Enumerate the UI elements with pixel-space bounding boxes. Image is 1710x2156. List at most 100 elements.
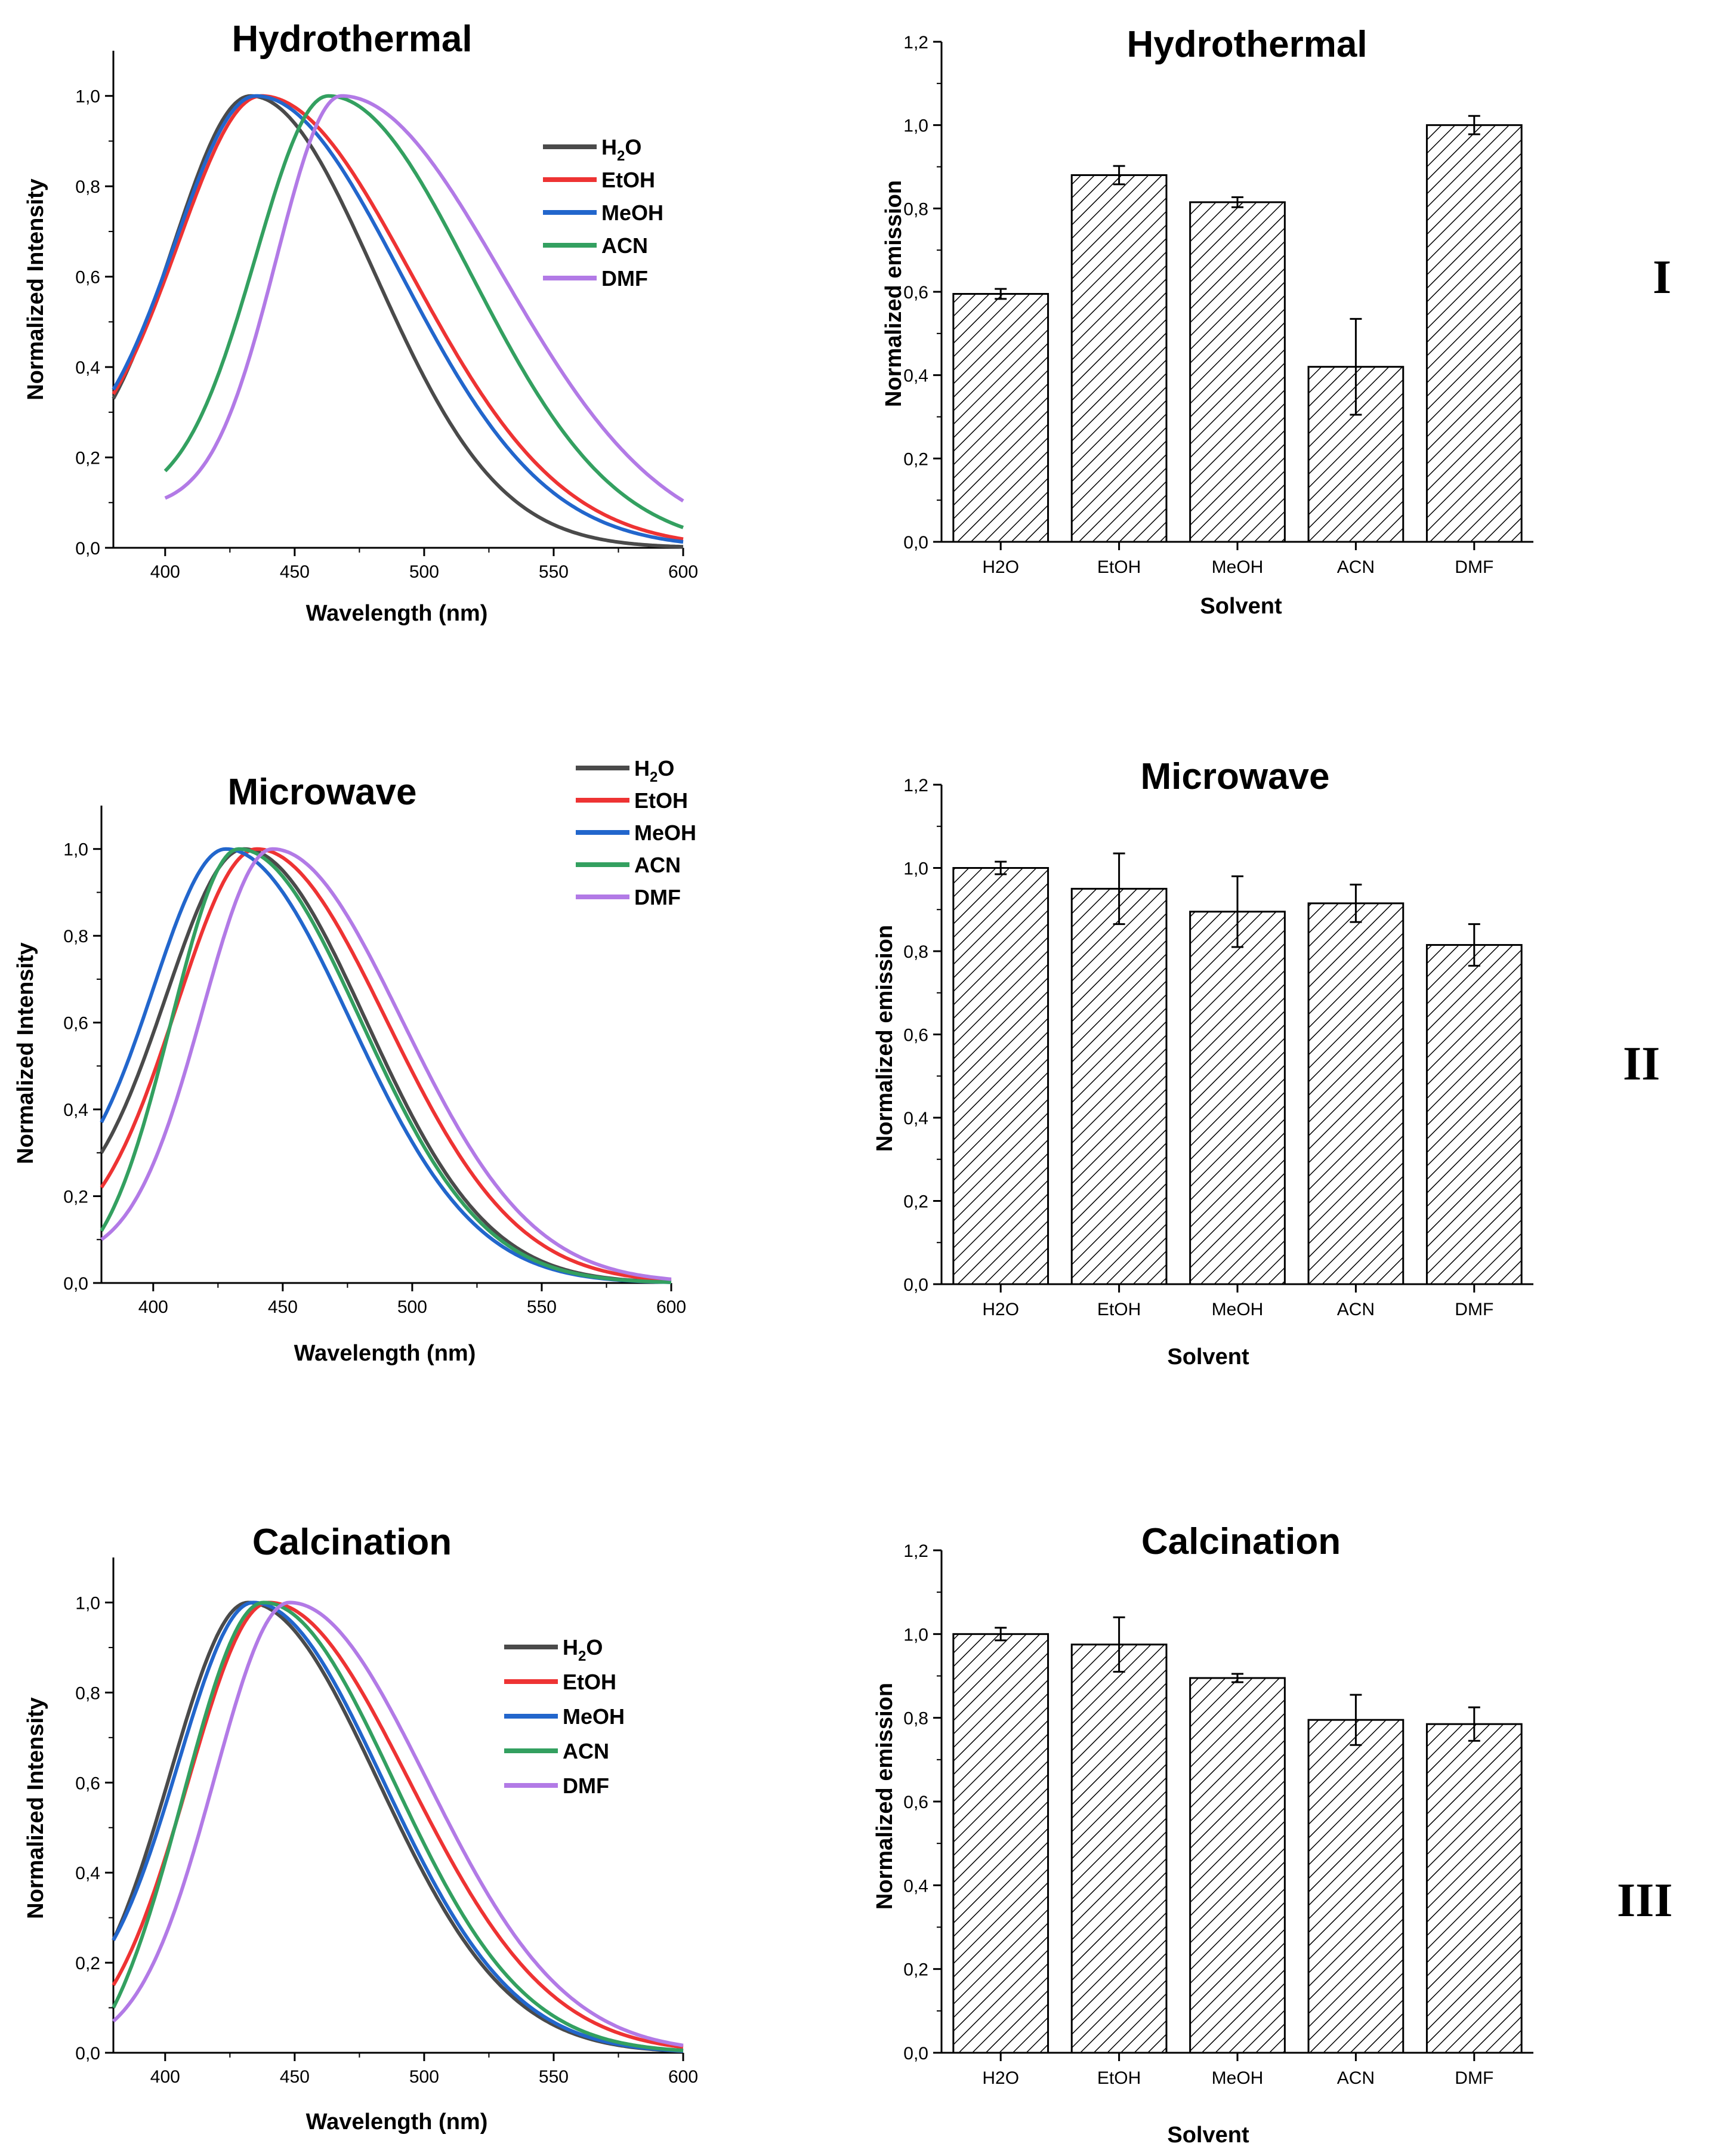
- row-label-ii: II: [1623, 1038, 1660, 1090]
- legend-label-meoh: MeOH: [563, 1704, 625, 1729]
- y-tick-label: 0,4: [63, 1100, 88, 1120]
- y-tick-label: 0,8: [903, 199, 928, 219]
- y-tick-label: 0,8: [903, 1709, 928, 1729]
- bar-etoh: [1070, 1643, 1168, 2054]
- y-tick-label: 0,8: [903, 942, 928, 962]
- row-label-i: I: [1653, 251, 1672, 304]
- y-tick-label: 0,0: [75, 539, 100, 559]
- x-tick-label: 600: [668, 562, 698, 582]
- x-tick-label: H2O: [982, 557, 1019, 577]
- legend-label-h2o: H2O: [634, 756, 674, 785]
- y-tick-label: 1,0: [903, 859, 928, 879]
- x-axis-label: Wavelength (nm): [294, 1341, 476, 1366]
- legend-label-etoh: EtOH: [563, 1670, 616, 1694]
- series-line-acn: [163, 94, 684, 529]
- y-tick-label: 0,0: [903, 533, 928, 553]
- x-tick-label: 600: [668, 2067, 698, 2087]
- series-line-acn: [100, 847, 672, 1284]
- series-line-dmf: [112, 1600, 684, 2047]
- x-tick-label: 550: [527, 1297, 557, 1317]
- x-tick-label: 500: [409, 562, 439, 582]
- legend-label-meoh: MeOH: [601, 201, 663, 225]
- bar-acn: [1307, 1719, 1405, 2054]
- chart-title: Calcination: [252, 1522, 452, 1563]
- x-tick-label: ACN: [1337, 2068, 1375, 2088]
- y-tick-label: 0,6: [63, 1014, 88, 1034]
- y-tick-label: 0,4: [903, 1109, 928, 1128]
- y-tick-label: 0,6: [75, 1773, 100, 1793]
- bar-dmf: [1425, 1723, 1523, 2054]
- y-axis-label: Normalized Intensity: [23, 178, 48, 400]
- series-line-meoh: [112, 1600, 684, 2053]
- chart-bar-micro: Microwave Normalized emission Solvent 0,…: [872, 756, 1533, 1370]
- y-tick-label: 0,2: [903, 1960, 928, 1980]
- x-axis-label: Solvent: [1167, 1344, 1249, 1370]
- series-line-h2o: [112, 94, 684, 549]
- legend-label-acn: ACN: [563, 1739, 609, 1763]
- x-tick-label: ACN: [1337, 557, 1375, 577]
- chart-title: Hydrothermal: [1126, 24, 1367, 65]
- x-tick-label: ACN: [1337, 1300, 1375, 1319]
- bar-h2o: [952, 292, 1050, 543]
- x-tick-label: 600: [656, 1297, 686, 1317]
- x-tick-label: EtOH: [1097, 1300, 1141, 1319]
- x-axis-label: Solvent: [1200, 594, 1282, 619]
- y-axis-label: Normalized Intensity: [23, 1697, 48, 1919]
- y-tick-label: 0,0: [903, 2044, 928, 2064]
- x-axis-label: Solvent: [1167, 2123, 1249, 2148]
- y-tick-label: 0,4: [75, 1864, 100, 1883]
- legend-label-meoh: MeOH: [634, 821, 696, 845]
- legend-label-dmf: DMF: [601, 266, 648, 291]
- x-tick-label: 400: [138, 1297, 168, 1317]
- x-tick-label: 400: [150, 2067, 180, 2087]
- x-tick-label: 450: [280, 562, 310, 582]
- x-tick-label: 500: [397, 1297, 427, 1317]
- y-tick-label: 0,2: [75, 449, 100, 468]
- bar-etoh: [1070, 174, 1168, 543]
- y-axis-label: Normalized emission: [872, 925, 897, 1152]
- bar-etoh: [1070, 887, 1168, 1285]
- y-tick-label: 0,4: [903, 1876, 928, 1896]
- x-tick-label: EtOH: [1097, 557, 1141, 577]
- y-tick-label: 1,0: [75, 87, 100, 107]
- y-tick-label: 0,8: [63, 927, 88, 946]
- chart-spec-calc: Calcination Normalized Intensity Wavelen…: [23, 1522, 698, 2135]
- chart-spec-micro: Microwave Normalized Intensity Wavelengt…: [13, 756, 696, 1366]
- legend-label-dmf: DMF: [634, 885, 681, 909]
- x-tick-label: H2O: [982, 2068, 1019, 2088]
- y-tick-label: 1,0: [63, 840, 88, 860]
- x-tick-label: MeOH: [1212, 1300, 1264, 1319]
- x-tick-label: 400: [150, 562, 180, 582]
- x-tick-label: MeOH: [1212, 2068, 1264, 2088]
- y-tick-label: 1,2: [903, 776, 928, 795]
- y-tick-label: 0,4: [75, 358, 100, 378]
- series-line-dmf: [100, 847, 672, 1281]
- chart-spec-hydro: Hydrothermal Normalized Intensity Wavele…: [23, 18, 698, 626]
- chart-title: Microwave: [1140, 756, 1329, 797]
- legend-label-etoh: EtOH: [601, 168, 655, 192]
- row-label-iii: III: [1617, 1874, 1673, 1927]
- y-tick-label: 0,0: [75, 2044, 100, 2064]
- y-tick-label: 1,0: [903, 116, 928, 136]
- series-line-meoh: [112, 94, 684, 544]
- chart-bar-hydro: Hydrothermal Normalized emission Solvent…: [881, 24, 1533, 619]
- x-tick-label: DMF: [1455, 1300, 1493, 1319]
- bar-meoh: [1189, 911, 1286, 1285]
- x-tick-label: MeOH: [1212, 557, 1264, 577]
- y-tick-label: 0,6: [903, 283, 928, 303]
- x-tick-label: H2O: [982, 1300, 1019, 1319]
- y-tick-label: 0,2: [63, 1188, 88, 1207]
- y-tick-label: 1,2: [903, 1541, 928, 1561]
- series-line-etoh: [112, 1600, 684, 2049]
- series-line-dmf: [164, 94, 684, 503]
- chart-title: Microwave: [227, 772, 416, 813]
- legend-label-acn: ACN: [634, 853, 681, 877]
- y-axis-label: Normalized emission: [881, 180, 906, 407]
- y-tick-label: 1,2: [903, 33, 928, 53]
- y-axis-label: Normalized emission: [872, 1683, 897, 1910]
- y-tick-label: 1,0: [75, 1593, 100, 1613]
- bar-meoh: [1189, 1677, 1286, 2054]
- chart-title: Hydrothermal: [232, 18, 472, 60]
- x-tick-label: 550: [539, 562, 569, 582]
- y-axis-label: Normalized Intensity: [13, 942, 38, 1164]
